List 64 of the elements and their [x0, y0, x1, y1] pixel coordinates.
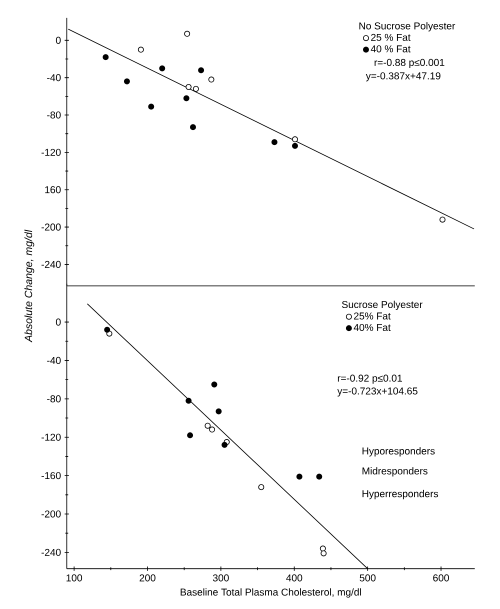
point — [124, 78, 130, 84]
y-tick-label: -200 — [42, 510, 61, 518]
y-tick-label: -40 — [47, 74, 61, 82]
point — [148, 104, 154, 110]
legend-title: No Sucrose Polyester — [359, 22, 456, 32]
point — [190, 124, 196, 130]
point — [296, 474, 302, 480]
point — [271, 139, 278, 146]
y-tick-label: -80 — [47, 111, 61, 119]
point — [211, 381, 218, 388]
x-tick-label: 300 — [212, 574, 229, 582]
point — [208, 76, 214, 83]
x-tick-label: 500 — [360, 574, 376, 582]
point — [183, 95, 190, 102]
x-axis-title: Baseline Total Plasma Cholesterol, mg/dl — [180, 588, 361, 598]
point — [204, 422, 211, 429]
y-tick-label: -200 — [42, 224, 61, 231]
point — [292, 142, 298, 149]
point — [198, 67, 204, 74]
point — [104, 326, 110, 333]
point — [187, 432, 194, 438]
legend-label: 40% Fat — [354, 324, 391, 332]
annotation: y=-0.723x+104.65 — [337, 387, 418, 397]
point — [192, 86, 199, 92]
point — [439, 216, 446, 223]
x-tick-label: 400 — [286, 574, 302, 582]
point — [138, 46, 144, 53]
point — [159, 65, 166, 72]
point — [216, 408, 222, 414]
y-tick-label: -120 — [42, 434, 61, 441]
point — [320, 550, 327, 556]
point — [292, 136, 298, 142]
annotation: r=-0.92 p≤0.01 — [338, 374, 402, 384]
y-tick-label: 0 — [56, 36, 61, 44]
y-tick-label: 0 — [56, 318, 61, 326]
legend-label: 40 % Fat — [370, 45, 411, 52]
point — [222, 442, 228, 448]
legend-title: Sucrose Polyester — [342, 300, 422, 310]
y-tick-label: -80 — [47, 395, 61, 402]
point — [184, 30, 190, 37]
point — [258, 484, 264, 490]
y-tick-label: 160 — [45, 186, 61, 194]
point — [186, 398, 192, 404]
y-tick-label: -240 — [42, 260, 61, 268]
y-tick-label: -160 — [42, 472, 61, 480]
point — [320, 546, 326, 552]
legend-label: 25% Fat — [354, 312, 391, 320]
annotation: r=-0.88 p≤0.001 — [374, 58, 444, 68]
annotation: Hyporesponders — [362, 447, 435, 456]
y-tick-label: -240 — [42, 548, 61, 556]
point — [316, 474, 322, 480]
x-tick-label: 200 — [140, 574, 156, 582]
point — [186, 84, 192, 90]
legend-label: 25 % Fat — [371, 34, 411, 41]
annotation: Hyperresponders — [362, 490, 438, 500]
y-axis-title: Absolute Change, mg/dl — [24, 230, 34, 342]
x-tick-label: 600 — [433, 574, 449, 582]
point — [102, 54, 109, 60]
annotation: Midresponders — [362, 467, 428, 476]
y-tick-label: -40 — [47, 356, 61, 364]
x-tick-label: 100 — [66, 574, 82, 582]
y-tick-label: -120 — [42, 148, 61, 156]
point — [209, 426, 216, 433]
annotation: y=-0.387x+47.19 — [366, 72, 440, 82]
